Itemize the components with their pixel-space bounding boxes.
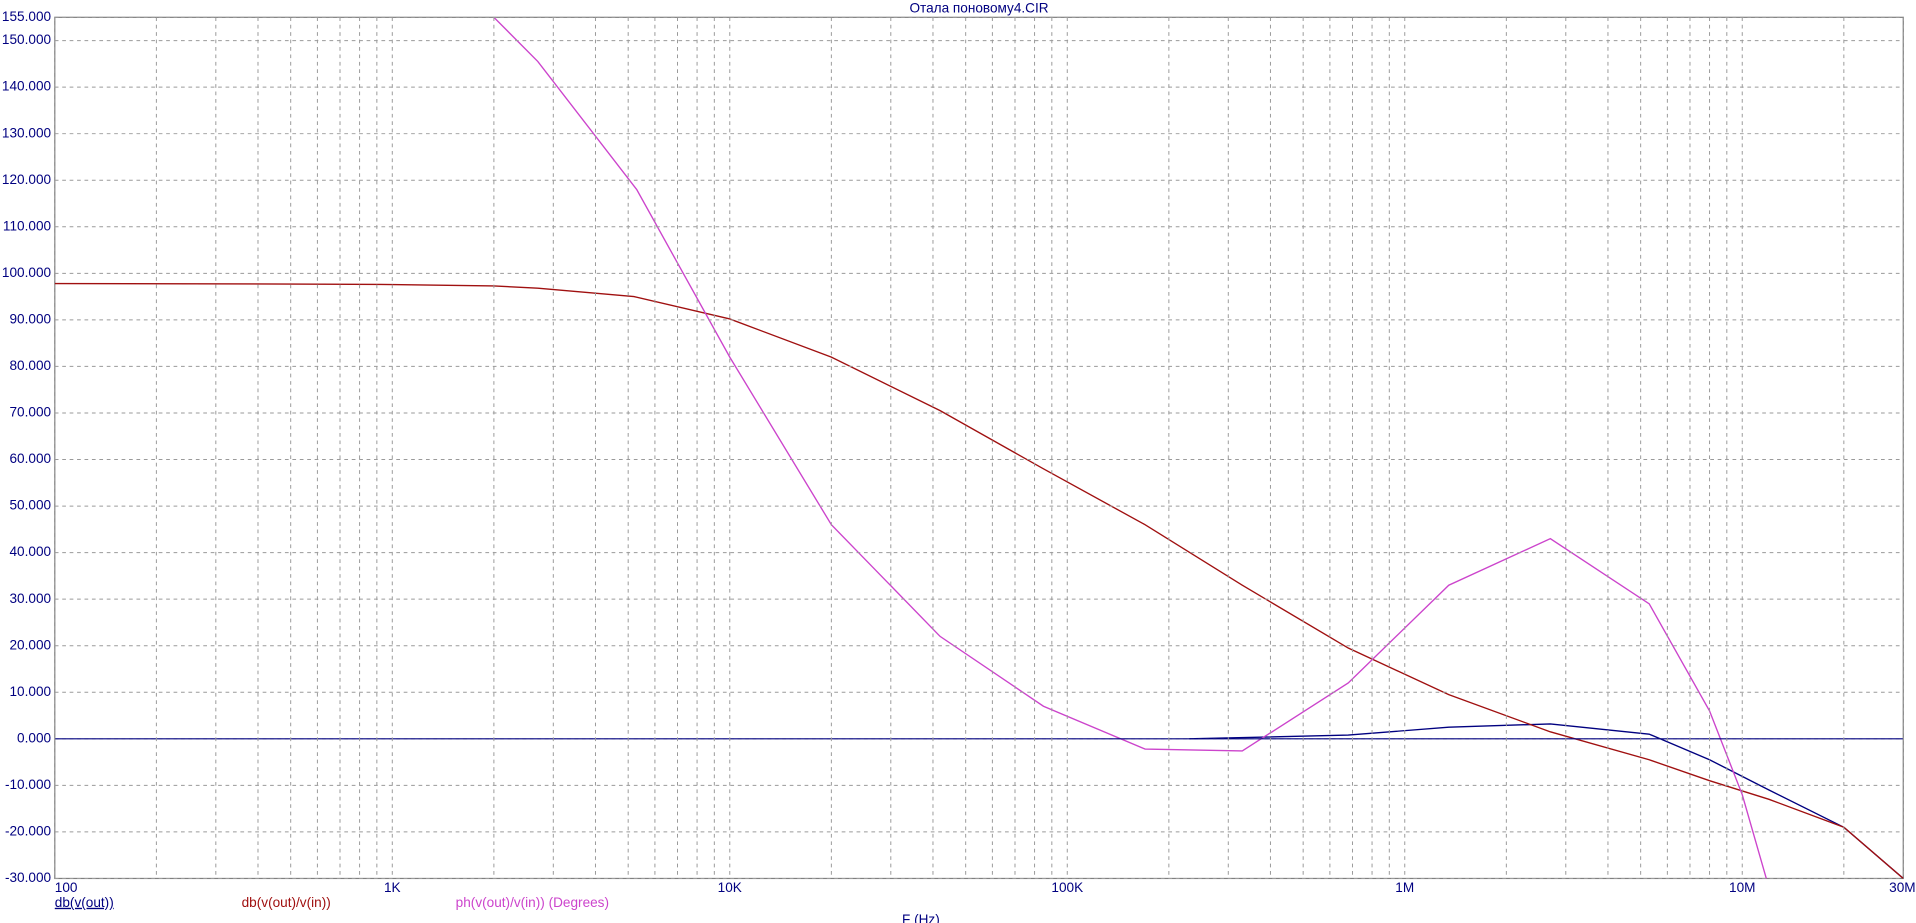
plot-area [54, 17, 1904, 879]
y-tick-label: 120.000 [2, 172, 52, 187]
y-tick-label: 155.000 [2, 9, 52, 24]
x-axis-label: F (Hz) [902, 912, 940, 923]
plot-frame [54, 16, 1904, 880]
x-tick-label: 10M [1729, 880, 1755, 895]
x-tick-label: 1M [1395, 880, 1414, 895]
y-tick-label: 130.000 [2, 125, 52, 140]
y-tick-label: 70.000 [10, 405, 52, 420]
y-tick-label: -10.000 [5, 777, 52, 792]
y-tick-label: -30.000 [5, 870, 52, 885]
y-tick-label: 100.000 [2, 265, 52, 280]
series-line [1189, 723, 1904, 879]
y-tick-label: 50.000 [10, 498, 52, 513]
legend-entry: db(v(out)) [55, 895, 114, 910]
y-tick-label: 0.000 [17, 730, 51, 745]
x-tick-label: 100K [1051, 880, 1083, 895]
legend-entry: ph(v(out)/v(in)) (Degrees) [456, 895, 609, 910]
y-tick-label: 20.000 [10, 637, 52, 652]
chart-title: Отала поновому4.CIR [909, 0, 1048, 15]
series-line [493, 17, 1768, 879]
y-tick-label: 110.000 [3, 218, 52, 233]
y-tick-label: 10.000 [10, 684, 52, 699]
x-tick-label: 1K [384, 880, 401, 895]
x-tick-label: 10K [718, 880, 742, 895]
x-tick-label: 30M [1889, 880, 1915, 895]
y-tick-label: 150.000 [2, 32, 52, 47]
series-line [54, 282, 1904, 879]
y-tick-label: 60.000 [10, 451, 52, 466]
y-tick-label: 90.000 [10, 311, 52, 326]
y-tick-label: -20.000 [5, 824, 52, 839]
y-tick-label: 30.000 [10, 591, 52, 606]
legend-entry: db(v(out)/v(in)) [242, 895, 331, 910]
y-tick-label: 40.000 [10, 544, 52, 559]
y-tick-label: 80.000 [10, 358, 52, 373]
x-tick-label: 100 [55, 880, 78, 895]
y-tick-label: 140.000 [2, 79, 52, 94]
